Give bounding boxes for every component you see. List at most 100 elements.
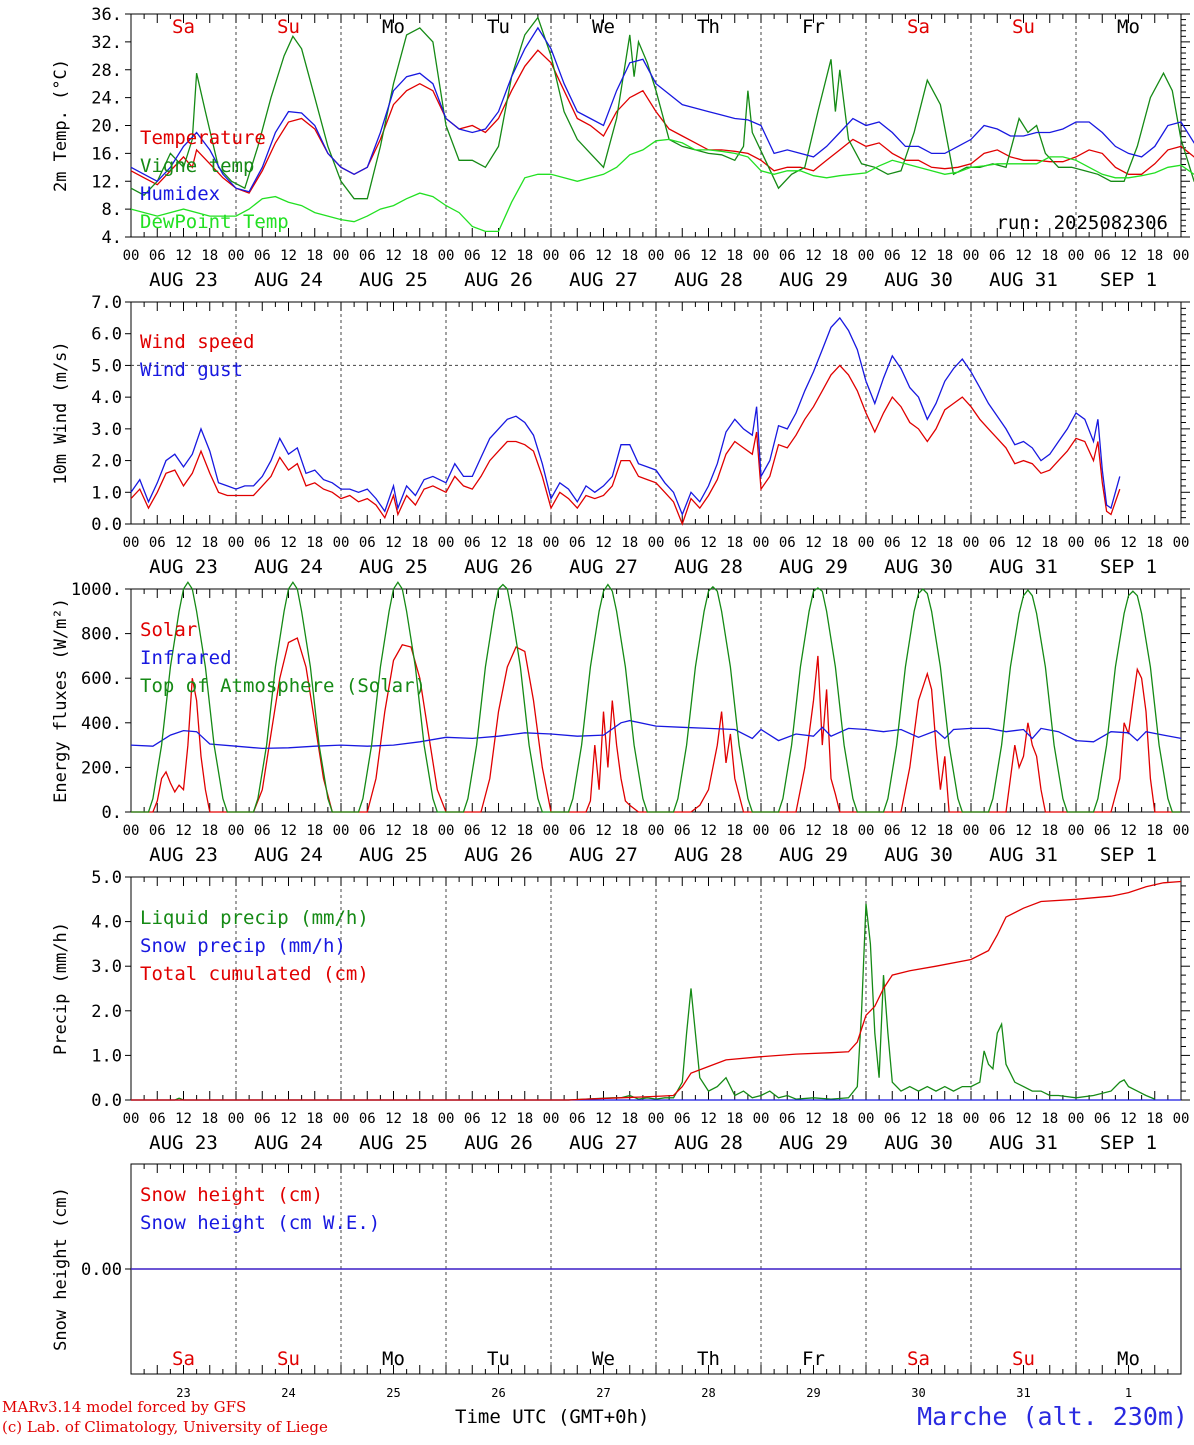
date-label: AUG 27 (569, 269, 638, 291)
hour-tick-label: 12 (280, 823, 297, 839)
station-name: Marche (alt. 230m) (917, 1402, 1188, 1431)
legend-entry: Wind speed (140, 331, 254, 353)
hour-tick-label: 06 (989, 535, 1006, 551)
series-line-solar (131, 637, 1181, 813)
y-tick-label: 400. (81, 714, 122, 734)
hour-tick-label: 12 (1015, 823, 1032, 839)
y-tick-label: 28. (91, 61, 122, 81)
legend-entry: Snow precip (mm/h) (140, 935, 346, 957)
hour-tick-label: 06 (569, 248, 586, 264)
hour-tick-label: 12 (595, 1111, 612, 1127)
date-label: AUG 25 (359, 269, 428, 291)
hour-tick-label: 12 (805, 823, 822, 839)
date-label: AUG 24 (254, 1132, 323, 1154)
date-label: SEP 1 (1100, 556, 1157, 578)
hour-tick-label: 12 (700, 248, 717, 264)
weekday-label: Fr (802, 1348, 825, 1370)
hour-tick-label: 18 (1041, 535, 1058, 551)
date-label: AUG 29 (779, 269, 848, 291)
date-label: AUG 28 (674, 269, 743, 291)
hour-tick-label: 06 (359, 823, 376, 839)
day-number-label: 23 (176, 1386, 190, 1400)
date-label: AUG 26 (464, 844, 533, 866)
hour-tick-label: 00 (123, 535, 140, 551)
hour-tick-label: 18 (516, 823, 533, 839)
y-tick-label: 4.0 (91, 388, 122, 408)
hour-tick-label: 00 (228, 535, 245, 551)
y-tick-label: 32. (91, 33, 122, 53)
hour-tick-label: 00 (438, 535, 455, 551)
y-tick-label: 36. (91, 5, 122, 25)
y-tick-label: 0.0 (91, 515, 122, 535)
y-tick-label: 0.0 (91, 1091, 122, 1111)
hour-tick-label: 12 (385, 823, 402, 839)
hour-tick-label: 00 (858, 248, 875, 264)
day-number-label: 30 (911, 1386, 925, 1400)
y-tick-label: 2.0 (91, 1002, 122, 1022)
date-label: AUG 31 (989, 556, 1058, 578)
legend-entry: Snow height (cm) (140, 1184, 323, 1206)
hour-tick-label: 06 (254, 535, 271, 551)
weekday-label: Sa (907, 16, 930, 38)
hour-tick-label: 06 (674, 1111, 691, 1127)
hour-tick-label: 00 (858, 823, 875, 839)
date-label: AUG 23 (149, 1132, 218, 1154)
y-tick-label: 5.0 (91, 356, 122, 376)
weekday-label: Su (277, 16, 300, 38)
hour-tick-label: 00 (333, 535, 350, 551)
date-label: AUG 26 (464, 269, 533, 291)
hour-tick-label: 18 (621, 248, 638, 264)
y-axis-label: Snow height (cm) (51, 1187, 71, 1351)
hour-tick-label: 00 (333, 1111, 350, 1127)
hour-tick-label: 06 (884, 823, 901, 839)
legend-entry: Solar (140, 619, 197, 641)
hour-tick-label: 18 (1041, 1111, 1058, 1127)
hour-tick-label: 12 (1015, 1111, 1032, 1127)
date-label: AUG 31 (989, 1132, 1058, 1154)
hour-tick-label: 12 (700, 535, 717, 551)
series-line-dewpoint-temp (130, 138, 1194, 233)
date-label: AUG 31 (989, 844, 1058, 866)
date-label: AUG 30 (884, 269, 953, 291)
hour-tick-label: 06 (674, 248, 691, 264)
hour-tick-label: 06 (464, 823, 481, 839)
hour-tick-label: 18 (1041, 823, 1058, 839)
y-axis-label: 10m Wind (m/s) (51, 341, 71, 484)
hour-tick-label: 06 (1094, 248, 1111, 264)
hour-tick-label: 06 (149, 248, 166, 264)
weekday-label: Mo (1117, 1348, 1140, 1370)
day-number-label: 29 (806, 1386, 820, 1400)
hour-tick-label: 12 (280, 535, 297, 551)
hour-tick-label: 18 (1146, 535, 1163, 551)
weekday-label: Tu (487, 1348, 510, 1370)
day-number-label: 28 (701, 1386, 715, 1400)
date-label: AUG 24 (254, 556, 323, 578)
hour-tick-label: 06 (359, 248, 376, 264)
date-label: AUG 23 (149, 844, 218, 866)
hour-tick-label: 18 (1146, 248, 1163, 264)
hour-tick-label: 18 (201, 823, 218, 839)
hour-tick-label: 18 (306, 248, 323, 264)
y-tick-label: 0. (102, 803, 122, 823)
y-axis-label: 2m Temp. (°C) (51, 59, 71, 192)
day-number-label: 31 (1016, 1386, 1030, 1400)
weekday-label: Mo (1117, 16, 1140, 38)
hour-tick-label: 18 (516, 248, 533, 264)
hour-tick-label: 12 (805, 535, 822, 551)
hour-tick-label: 00 (123, 248, 140, 264)
hour-tick-label: 12 (700, 823, 717, 839)
hour-tick-label: 00 (753, 1111, 770, 1127)
hour-tick-label: 12 (490, 248, 507, 264)
hour-tick-label: 00 (228, 1111, 245, 1127)
model-credit: MARv3.14 model forced by GFS (2, 1398, 247, 1416)
series-line-vigne-temp (130, 16, 1194, 200)
hour-tick-label: 06 (779, 823, 796, 839)
hour-tick-label: 18 (306, 1111, 323, 1127)
y-tick-label: 1000. (71, 580, 122, 600)
date-label: AUG 25 (359, 1132, 428, 1154)
weekday-label: We (592, 16, 615, 38)
day-number-label: 25 (386, 1386, 400, 1400)
hour-tick-label: 12 (910, 535, 927, 551)
legend-entry: Vigne temp (140, 155, 254, 177)
